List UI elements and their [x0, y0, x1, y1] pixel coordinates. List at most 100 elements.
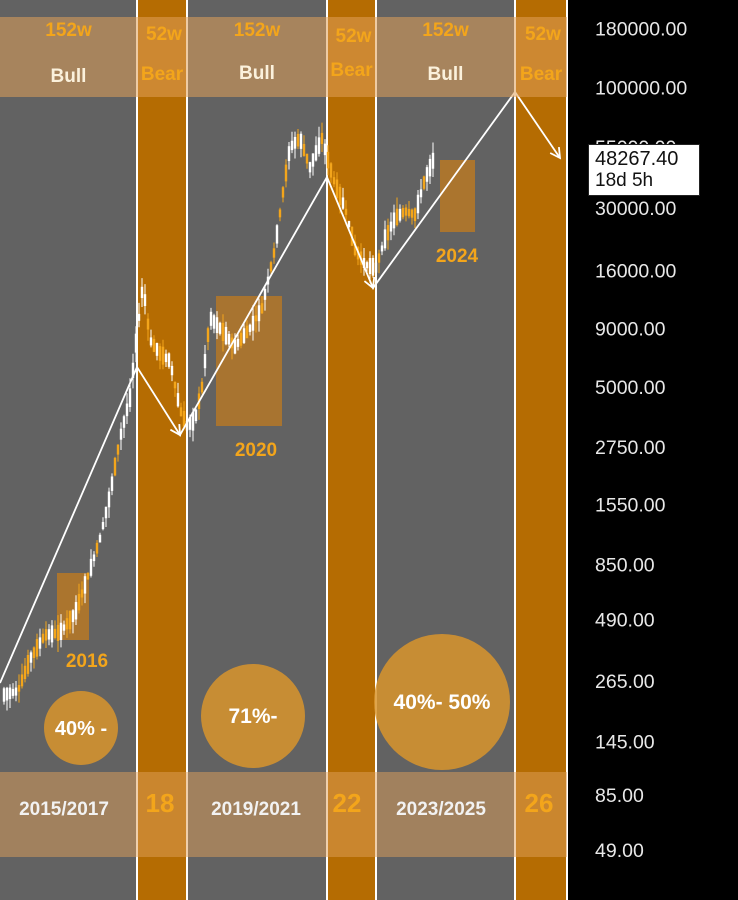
candle-body — [188, 417, 192, 430]
candle-body — [407, 208, 411, 217]
candle-body — [311, 153, 315, 167]
candle-body — [305, 153, 309, 164]
candle-body — [374, 262, 378, 273]
bull-zone — [0, 0, 137, 900]
candle-body — [194, 409, 198, 422]
candle-body — [257, 305, 261, 322]
bear-band — [515, 0, 567, 900]
candle-body — [362, 258, 366, 269]
candle-body — [212, 315, 216, 329]
candle-body — [167, 353, 171, 367]
y-axis-tick-label: 850.00 — [595, 554, 655, 576]
candle-body — [248, 324, 252, 332]
candle-body — [320, 132, 324, 144]
bull-label: Bull — [51, 66, 87, 87]
candle-body — [416, 194, 420, 214]
candle-body — [254, 315, 258, 322]
candle-body — [95, 542, 99, 554]
candle-body — [20, 674, 24, 687]
candle-body — [209, 311, 213, 326]
candles — [2, 122, 435, 711]
candle-body — [119, 428, 123, 440]
bottom-band: 2015/2017 2019/2021 2023/2025 18 22 26 — [0, 772, 567, 857]
phase-length-label: 152w — [422, 20, 469, 41]
candle-body — [422, 176, 426, 189]
highlight-year-label: 2020 — [235, 440, 277, 461]
candle-body — [308, 162, 312, 173]
candle-body — [32, 647, 36, 659]
candle-body — [98, 534, 102, 543]
candle-body — [179, 407, 183, 417]
candle-body — [23, 665, 27, 680]
candle-body — [398, 208, 402, 221]
candle-body — [191, 412, 195, 431]
candle-body — [122, 416, 126, 428]
candle-body — [317, 137, 321, 154]
bear-label: Bear — [141, 64, 184, 85]
candle-body — [251, 315, 255, 331]
candle-body — [269, 262, 273, 272]
percent-circles: 40% - 71%- 40%- 50% — [44, 634, 510, 770]
highlight-year-label: 2024 — [436, 246, 479, 267]
bull-label: Bull — [428, 64, 464, 85]
candle-body — [302, 143, 306, 156]
candle-body — [92, 554, 96, 562]
candle-body — [38, 637, 42, 649]
candle-body — [35, 639, 39, 657]
current-price-label: 48267.40 18d 5h — [588, 144, 700, 196]
phase-bands — [0, 0, 568, 900]
candle-body — [173, 382, 177, 389]
candle-body — [107, 491, 111, 508]
candle-body — [263, 288, 267, 300]
candle-body — [80, 589, 84, 598]
candle-body — [299, 133, 303, 149]
bull-label: Bull — [239, 63, 275, 84]
y-axis-tick-label: 9000.00 — [595, 318, 666, 340]
arrowhead — [549, 146, 562, 160]
candle-body — [26, 654, 30, 674]
candle-body — [53, 628, 57, 638]
candle-body — [125, 403, 129, 417]
candle-body — [278, 209, 282, 218]
candle-body — [344, 208, 348, 215]
arrowhead — [363, 276, 376, 290]
candle-body — [428, 158, 432, 177]
phase-length-label: 152w — [234, 20, 281, 41]
phase-length-label: 52w — [525, 24, 561, 45]
candle-body — [260, 303, 264, 314]
candle-body — [377, 253, 381, 263]
percent-circle — [374, 634, 510, 770]
candle-body — [47, 629, 51, 640]
y-axis-tick-label: 49.00 — [595, 840, 644, 862]
candle-body — [419, 189, 423, 198]
candle-body — [287, 146, 291, 162]
candle-body — [86, 573, 90, 580]
candle-body — [395, 208, 399, 226]
candle-body — [245, 325, 249, 339]
bear-year-label: 22 — [333, 788, 362, 818]
candle-body — [152, 338, 156, 352]
bear-year-label: 26 — [525, 788, 554, 818]
candle-body — [323, 143, 327, 156]
highlight-boxes: 2016 2020 2024 — [57, 160, 479, 672]
candle-body — [353, 241, 357, 256]
candle-body — [104, 506, 108, 519]
candle-body — [155, 343, 159, 356]
candle-body — [68, 610, 72, 630]
candle-body — [185, 420, 189, 431]
candle-body — [137, 313, 141, 321]
y-axis-tick-label: 1550.00 — [595, 494, 666, 516]
candle-body — [293, 136, 297, 149]
candle-body — [77, 593, 81, 611]
y-axis-tick-label: 100000.00 — [595, 77, 687, 99]
candle-body — [410, 209, 414, 218]
candle-body — [101, 522, 105, 530]
candle-body — [326, 151, 330, 169]
percent-circle — [201, 664, 305, 768]
candle-body — [50, 625, 54, 643]
cycle-year-label: 2015/2017 — [19, 799, 109, 820]
percent-label: 71%- — [228, 705, 277, 728]
candle-body — [11, 688, 15, 696]
candle-body — [338, 186, 342, 206]
percent-circle — [44, 691, 118, 765]
